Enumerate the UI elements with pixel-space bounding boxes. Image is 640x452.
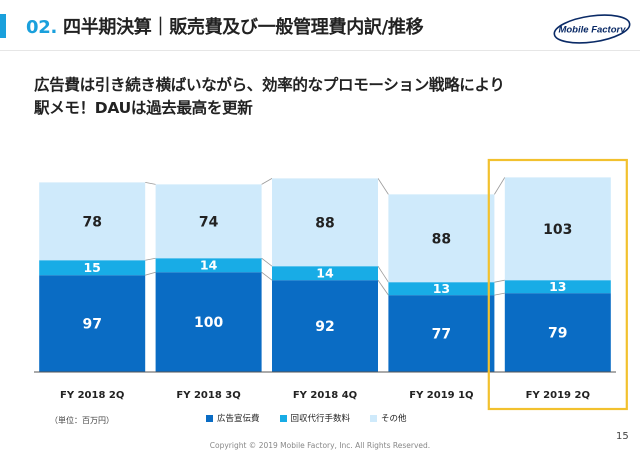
headline-line-2: 駅メモ！DAUは過去最高を更新: [34, 99, 253, 117]
bar-segment-collection-fee-3: [388, 282, 495, 296]
bar-segment-advertising-4: [504, 293, 611, 372]
data-label-other-2: 88: [315, 215, 334, 231]
company-logo: Mobile Factory: [552, 12, 632, 46]
x-tick-label-3: FY 2019 1Q: [409, 390, 473, 401]
legend-label-advertising: 広告宣伝費: [217, 414, 260, 424]
legend-swatch-advertising: [206, 414, 213, 422]
connector-other-0: [145, 181, 156, 185]
x-tick-label-4: FY 2019 2Q: [526, 390, 590, 401]
slide-title: 02. 四半期決算｜販売費及び一般管理費内訳/推移: [26, 13, 424, 39]
connector-collection-fee-3: [494, 279, 505, 283]
data-label-collection-fee-0: 15: [83, 260, 100, 275]
legend-item-advertising: 広告宣伝費: [206, 412, 260, 424]
bar-segment-advertising-2: [272, 280, 378, 372]
data-label-collection-fee-1: 14: [200, 258, 218, 273]
title-text: 四半期決算｜販売費及び一般管理費内訳/推移: [63, 17, 424, 38]
x-tick-label-2: FY 2018 4Q: [293, 390, 357, 401]
x-tick-label-1: FY 2018 3Q: [176, 390, 240, 401]
legend-item-collection-fee: 回収代行手数料: [279, 412, 351, 424]
connector-collection-fee-0: [145, 257, 156, 261]
headline-line-1: 広告費は引き続き横ばいながら、効率的なプロモーション戦略により: [34, 76, 505, 94]
connector-advertising-2: [377, 279, 389, 296]
data-label-advertising-0: 97: [82, 317, 101, 333]
svg-text:Mobile Factory: Mobile Factory: [558, 25, 626, 36]
connector-other-1: [261, 178, 273, 185]
slide-header: 02. 四半期決算｜販売費及び一般管理費内訳/推移 Mobile Factory: [0, 0, 640, 46]
bar-segment-collection-fee-2: [272, 266, 378, 281]
connector-other-3: [494, 177, 506, 195]
bar-segment-advertising-3: [388, 295, 495, 372]
data-label-other-3: 88: [432, 231, 451, 247]
bar-segment-other-1: [155, 184, 262, 259]
headline: 広告費は引き続き横ばいながら、効率的なプロモーション戦略により 駅メモ！DAUは…: [34, 74, 624, 120]
connector-advertising-3: [494, 292, 505, 296]
connector-lines: [145, 177, 506, 296]
data-label-collection-fee-2: 14: [316, 266, 334, 281]
title-divider: [0, 50, 640, 51]
x-tick-label-0: FY 2018 2Q: [60, 390, 124, 401]
bar-segment-other-4: [504, 177, 611, 281]
bar-segment-other-3: [388, 194, 495, 283]
chart-legend: 広告宣伝費 回収代行手数料 その他: [206, 412, 427, 424]
connector-advertising-1: [261, 271, 273, 281]
copyright-footer: Copyright © 2019 Mobile Factory, Inc. Al…: [209, 441, 431, 450]
data-label-collection-fee-4: 13: [549, 279, 566, 294]
connector-collection-fee-2: [377, 265, 389, 283]
legend-swatch-other: [370, 414, 378, 422]
highlight-box: [487, 158, 628, 411]
title-accent-bar: [0, 14, 6, 38]
unit-note: （単位：百万円）: [50, 416, 114, 425]
bar-segment-advertising-1: [155, 272, 262, 372]
legend-label-other: その他: [381, 414, 407, 424]
bar-segment-other-2: [272, 178, 378, 267]
connector-advertising-0: [145, 271, 156, 276]
legend-swatch-collection-fee: [279, 414, 287, 422]
legend-item-other: その他: [370, 412, 407, 424]
bar-segment-collection-fee-0: [39, 260, 146, 276]
legend-label-collection-fee: 回収代行手数料: [290, 414, 351, 424]
data-label-collection-fee-3: 13: [433, 281, 450, 296]
data-label-other-1: 74: [199, 214, 219, 230]
data-label-advertising-1: 100: [194, 315, 223, 331]
bar-segment-collection-fee-4: [504, 280, 611, 294]
connector-collection-fee-1: [261, 257, 273, 267]
logo-icon: Mobile Factory: [553, 14, 631, 44]
data-label-other-4: 103: [543, 222, 572, 238]
data-label-advertising-4: 79: [548, 326, 567, 342]
connector-other-2: [377, 178, 389, 195]
data-label-advertising-2: 92: [315, 319, 334, 335]
section-number: 02.: [26, 17, 57, 38]
bar-segment-other-0: [39, 182, 146, 261]
data-label-advertising-3: 77: [432, 327, 451, 343]
page-number: 15: [616, 431, 629, 442]
bar-segment-advertising-0: [39, 275, 146, 372]
data-label-other-0: 78: [82, 214, 101, 230]
bar-segment-collection-fee-1: [155, 258, 262, 273]
